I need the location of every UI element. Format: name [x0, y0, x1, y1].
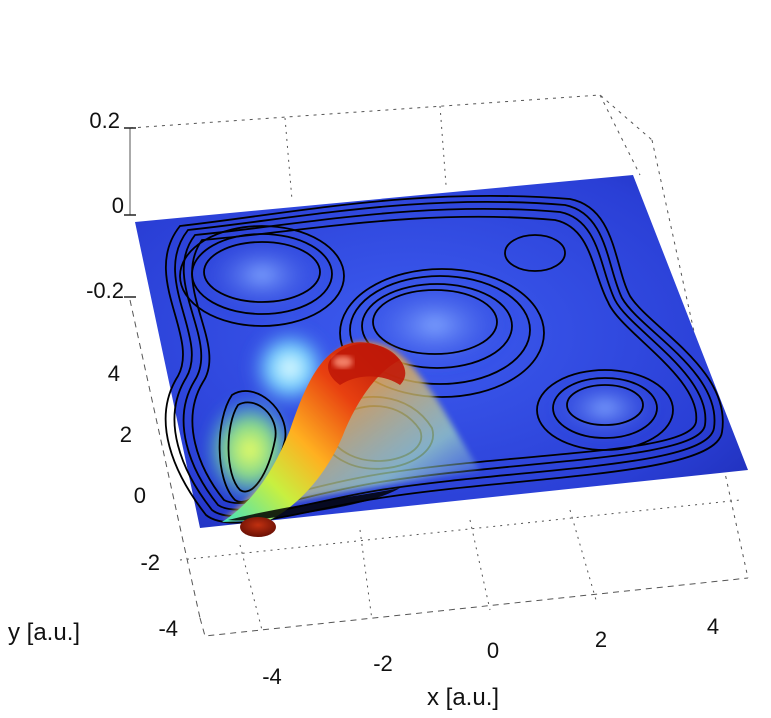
grid-z-2 — [439, 105, 447, 186]
z-tick-labels: 0.2 0 -0.2 — [86, 108, 124, 303]
z-tick-marks — [124, 127, 136, 298]
x-tick-labels: -4 -2 0 2 4 — [262, 614, 719, 689]
grid-floor-1 — [239, 544, 263, 631]
box-front-bottom — [199, 577, 749, 637]
y-tick-label: 4 — [108, 361, 120, 386]
z-tick-label: 0 — [112, 193, 124, 218]
x-tick-label: 2 — [595, 627, 607, 652]
grid-floor-2 — [359, 529, 373, 621]
y-tick-label: -4 — [158, 616, 178, 641]
y-axis-label: y [a.u.] — [8, 619, 80, 646]
x-tick-label: 4 — [707, 614, 719, 639]
y-tick-label: 2 — [120, 422, 132, 447]
x-axis-label: x [a.u.] — [427, 684, 499, 711]
grid-floor-5 — [179, 499, 741, 561]
grid-z-1 — [284, 117, 293, 201]
z-tick-label: -0.2 — [86, 278, 124, 303]
x-tick-label: 0 — [487, 638, 499, 663]
y-tick-label: 0 — [134, 483, 146, 508]
x-tick-label: -4 — [262, 664, 282, 689]
y-tick-label: -2 — [140, 550, 160, 575]
box-back-top — [129, 94, 653, 141]
y-tick-labels: 4 2 0 -2 -4 — [108, 361, 178, 641]
box-back-vertical — [599, 94, 641, 176]
surface-peak — [222, 341, 480, 537]
grid-floor-4 — [569, 509, 597, 601]
surface-trough — [240, 517, 276, 537]
grid-floor-3 — [469, 519, 491, 611]
x-tick-label: -2 — [373, 651, 393, 676]
z-tick-label: 0.2 — [89, 108, 120, 133]
